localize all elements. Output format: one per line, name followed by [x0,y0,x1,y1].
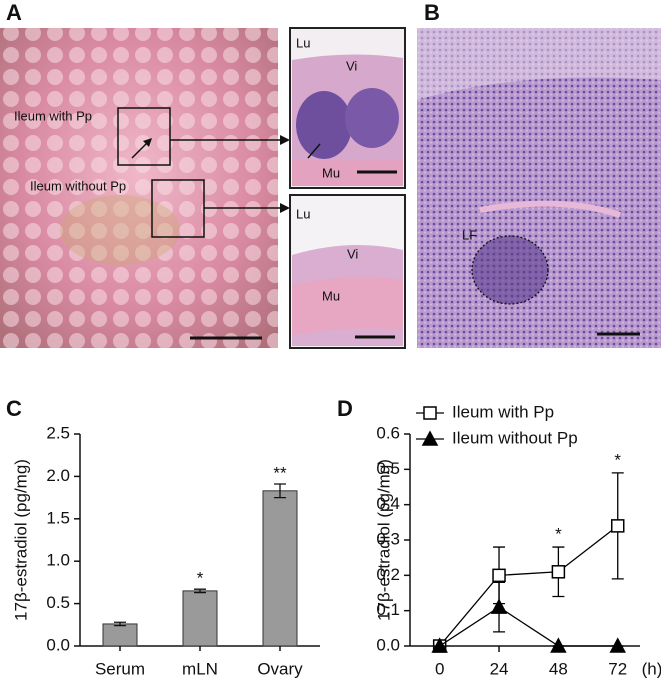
photo-texture [0,28,278,348]
significance: * [614,450,621,469]
x-tick-label: 48 [549,659,568,678]
region-label: Ileum with Pp [14,108,92,123]
y-tick-label: 0.3 [376,529,400,548]
panel-letter: B [424,0,440,25]
significance: ** [273,464,287,483]
photo-shade [417,28,661,100]
x-axis-label: (h) [642,659,661,678]
y-tick-label: 0.0 [46,635,70,654]
marker [609,637,626,653]
y-tick-label: 0.4 [376,494,400,513]
series-line [439,606,618,647]
panel-letter: A [6,0,22,25]
y-tick-label: 2.5 [46,423,70,442]
y-axis-label: 17β-estradiol (pg/mg) [11,459,30,621]
muscle [292,276,403,335]
y-tick-label: 0.5 [376,459,400,478]
bar [102,623,138,647]
photo-shade [60,195,180,265]
marker [492,568,506,583]
y-tick-label: 2.0 [46,466,70,485]
legend-label: Ileum without Pp [452,428,578,447]
tissue-label: Mu [322,165,340,180]
region-label: Ileum without Pp [30,178,126,193]
y-tick-label: 1.5 [46,508,70,527]
series-line [439,525,619,647]
panel-letter: C [6,396,22,421]
tissue-label: Vi [347,246,358,261]
y-tick-label: 0.1 [376,600,400,619]
bar [182,590,218,647]
significance: * [555,525,562,544]
x-tick-label: Serum [95,659,145,678]
marker [550,637,567,653]
legend-marker [421,430,439,446]
error-bar [194,588,206,594]
x-tick-label: 24 [490,659,509,678]
significance: * [197,569,204,588]
legend-marker [423,406,437,420]
region-label: LF [462,227,477,242]
tissue-label: Lu [296,35,310,50]
tissue-label: Vi [346,58,357,73]
error-bar [274,483,286,499]
tissue-label: Lu [296,206,310,221]
tissue-label: Mu [322,288,340,303]
arrow-head [280,203,290,213]
x-tick-label: mLN [182,659,218,678]
y-tick-label: 0.5 [46,593,70,612]
y-tick-label: 1.0 [46,551,70,570]
arrow-head [143,138,152,147]
arrow [307,143,321,159]
follicle [472,236,548,304]
region-box [117,107,171,166]
y-axis-label: 17β-estradiol (pg/mg) [374,459,393,621]
panel-letter: D [337,396,353,421]
follicle [345,88,399,148]
bar [262,490,298,647]
error-bar [114,621,126,627]
vessel [479,200,621,218]
marker [431,637,448,653]
y-tick-label: 0.6 [376,423,400,442]
x-tick-label: Ovary [257,659,303,678]
y-tick-label: 0.0 [376,635,400,654]
follicle-outline [471,235,549,305]
legend-label: Ileum with Pp [452,402,554,421]
arrow-head [280,135,290,145]
marker [551,565,566,579]
y-tick-label: 0.2 [376,565,400,584]
follicle [296,91,352,159]
x-tick-label: 0 [435,659,444,678]
marker [490,598,508,614]
x-tick-label: 72 [608,659,627,678]
marker [610,519,625,533]
